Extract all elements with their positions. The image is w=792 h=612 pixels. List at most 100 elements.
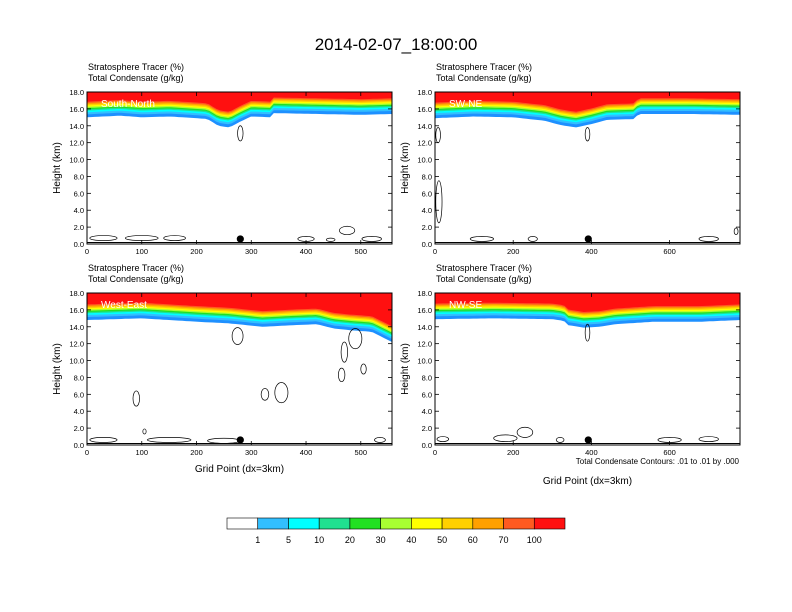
y-tick-label: 4.0 [422,407,432,416]
colorbar-label: 30 [376,535,386,545]
plot-frame [434,91,741,245]
condensate-contours [435,127,739,242]
y-axis-label: Height (km) [400,343,411,395]
x-tick-label: 600 [663,247,676,256]
x-tick-label: 300 [245,448,258,457]
location-marker [584,436,592,444]
condensate-contour [698,236,719,242]
tracer-fill [87,293,392,342]
colorbar: 1 5 10 20 30 40 50 60 70 100 [226,517,566,545]
y-tick-label: 6.0 [74,390,84,399]
panel-title-condensate: Total Condensate (g/kg) [436,274,532,284]
colorbar-box [441,517,474,530]
colorbar-label: 10 [314,535,324,545]
colorbar-box [503,517,535,530]
y-tick-label: 18.0 [417,289,432,298]
colorbar-box [226,517,259,530]
x-tick-label: 200 [190,448,203,457]
colorbar-box [472,517,504,530]
contour-note: Total Condensate Contours: .01 to .01 by… [576,457,740,466]
figure-title: 2014-02-07_18:00:00 [315,35,478,54]
panel-title-tracer: Stratosphere Tracer (%) [436,263,532,273]
x-tick-label: 100 [135,247,148,256]
x-tick-label: 100 [135,448,148,457]
x-tick-label: 0 [433,448,437,457]
condensate-contour [339,225,356,236]
x-axis-label: Grid Point (dx=3km) [195,464,284,475]
condensate-contour [469,236,495,242]
panel-label: West-East [101,300,147,311]
y-tick-label: 10.0 [69,156,84,165]
colorbar-box [318,517,351,530]
y-axis-label: Height (km) [52,343,63,395]
colorbar-label: 20 [345,535,355,545]
colorbar-box [349,517,381,530]
y-tick-label: 2.0 [74,424,84,433]
x-tick-label: 200 [507,448,520,457]
colorbar-label: 40 [406,535,416,545]
condensate-contour [584,323,591,342]
y-axis-label: Height (km) [400,142,411,194]
y-tick-label: 12.0 [417,340,432,349]
y-tick-label: 4.0 [422,206,432,215]
y-tick-label: 6.0 [74,189,84,198]
condensate-contour [260,388,270,401]
tracer-band-11 [435,92,740,112]
location-marker [584,235,592,243]
condensate-contour [231,327,244,345]
plot-frame [86,292,393,446]
panel-south-north: Stratosphere Tracer (%)Total Condensate … [52,62,393,256]
y-tick-label: 14.0 [417,122,432,131]
panel-title-condensate: Total Condensate (g/kg) [436,73,532,83]
y-tick-label: 0.0 [422,441,432,450]
colorbar-label: 60 [468,535,478,545]
condensate-contour [360,363,367,375]
colorbar-box [288,517,320,530]
x-tick-label: 0 [85,448,89,457]
condensate-contour [132,390,140,407]
y-tick-label: 18.0 [69,289,84,298]
condensate-contour [733,227,739,236]
condensate-contour [493,434,518,442]
x-tick-label: 300 [245,247,258,256]
y-tick-label: 16.0 [69,105,84,114]
condensate-contour [274,382,289,404]
x-tick-label: 400 [585,448,598,457]
y-tick-label: 8.0 [74,172,84,181]
y-axis-label: Height (km) [52,142,63,194]
condensate-contour [337,367,346,383]
y-tick-label: 18.0 [69,88,84,97]
condensate-contour [146,437,192,443]
colorbar-box [533,517,566,530]
condensate-contour [436,436,450,442]
panel-label: SW-NE [449,99,482,110]
panel-west-east: Stratosphere Tracer (%)Total Condensate … [52,263,393,475]
y-tick-label: 14.0 [69,122,84,131]
y-tick-label: 10.0 [417,357,432,366]
colorbar-box [380,517,412,530]
condensate-contour [89,235,118,241]
y-tick-label: 6.0 [422,390,432,399]
y-tick-label: 0.0 [74,240,84,249]
location-marker [236,235,244,243]
tracer-fill [435,293,740,328]
y-tick-label: 14.0 [417,323,432,332]
colorbar-box [411,517,443,530]
panel-title-tracer: Stratosphere Tracer (%) [88,263,184,273]
y-tick-label: 0.0 [74,441,84,450]
panel-label: South-North [101,99,155,110]
panel-sw-ne: Stratosphere Tracer (%)Total Condensate … [400,62,741,256]
colorbar-box [257,517,289,530]
y-tick-label: 8.0 [422,172,432,181]
y-tick-label: 12.0 [69,340,84,349]
condensate-contour [163,235,186,241]
y-tick-label: 2.0 [422,223,432,232]
condensate-contour [698,436,719,442]
y-tick-label: 16.0 [417,105,432,114]
condensate-contour [527,236,538,242]
y-tick-label: 16.0 [69,306,84,315]
y-tick-label: 8.0 [422,373,432,382]
x-tick-label: 200 [507,247,520,256]
colorbar-label: 1 [255,535,260,545]
y-tick-label: 2.0 [74,223,84,232]
